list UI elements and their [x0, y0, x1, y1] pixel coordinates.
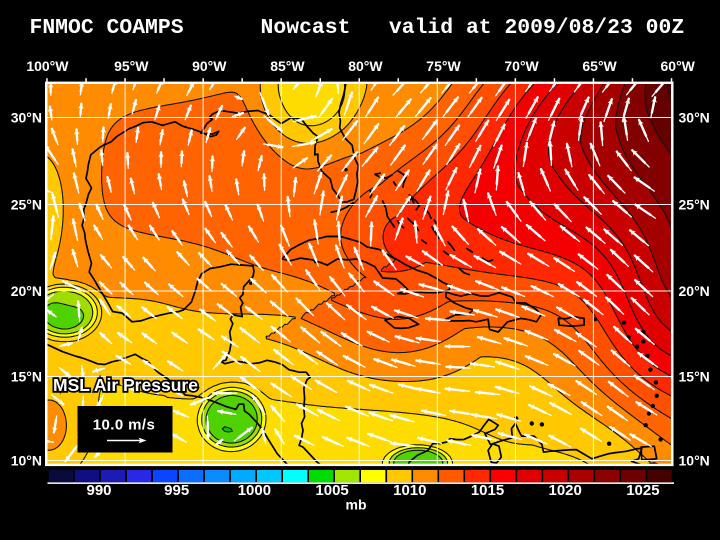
svg-text:10°N: 10°N — [679, 453, 710, 469]
svg-text:MSL Air Pressure: MSL Air Pressure — [53, 375, 198, 395]
svg-text:FNMOC COAMPS Nowcast va: FNMOC COAMPS Nowcast valid at 2009/08/23… — [30, 16, 685, 40]
svg-text:100°W: 100°W — [26, 58, 69, 74]
svg-text:75°W: 75°W — [426, 58, 461, 74]
svg-text:95°W: 95°W — [114, 58, 149, 74]
svg-text:90°W: 90°W — [192, 58, 227, 74]
svg-text:mb: mb — [346, 497, 367, 513]
svg-text:10°N: 10°N — [11, 453, 42, 469]
svg-text:1010: 1010 — [393, 482, 426, 499]
svg-text:20°N: 20°N — [679, 283, 710, 299]
svg-text:1005: 1005 — [315, 482, 348, 499]
svg-text:1000: 1000 — [238, 482, 271, 499]
svg-text:20°N: 20°N — [11, 283, 42, 299]
svg-text:995: 995 — [164, 482, 189, 499]
svg-text:60°W: 60°W — [661, 58, 696, 74]
svg-text:25°N: 25°N — [679, 197, 710, 213]
svg-text:15°N: 15°N — [11, 369, 42, 385]
svg-text:15°N: 15°N — [679, 369, 710, 385]
svg-text:80°W: 80°W — [348, 58, 383, 74]
svg-text:25°N: 25°N — [11, 197, 42, 213]
svg-text:65°W: 65°W — [582, 58, 617, 74]
svg-text:70°W: 70°W — [504, 58, 539, 74]
svg-text:10.0 m/s: 10.0 m/s — [93, 417, 155, 434]
svg-text:1020: 1020 — [549, 482, 582, 499]
svg-text:1015: 1015 — [471, 482, 504, 499]
svg-text:1025: 1025 — [626, 482, 659, 499]
svg-text:85°W: 85°W — [270, 58, 305, 74]
svg-text:990: 990 — [86, 482, 111, 499]
svg-text:30°N: 30°N — [679, 110, 710, 126]
svg-text:30°N: 30°N — [11, 110, 42, 126]
